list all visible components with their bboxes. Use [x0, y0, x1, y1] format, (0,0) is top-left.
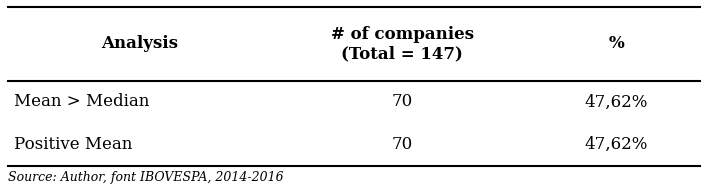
Text: 70: 70	[392, 136, 413, 153]
Text: # of companies
(Total = 147): # of companies (Total = 147)	[331, 26, 474, 62]
Text: %: %	[609, 35, 624, 52]
Text: 47,62%: 47,62%	[585, 93, 649, 110]
Text: 47,62%: 47,62%	[585, 136, 649, 153]
Text: 70: 70	[392, 93, 413, 110]
Text: Analysis: Analysis	[101, 35, 178, 52]
Text: Positive Mean: Positive Mean	[14, 136, 132, 153]
Text: Mean > Median: Mean > Median	[14, 93, 149, 110]
Text: Source: Author, font IBOVESPA, 2014-2016: Source: Author, font IBOVESPA, 2014-2016	[8, 171, 284, 184]
